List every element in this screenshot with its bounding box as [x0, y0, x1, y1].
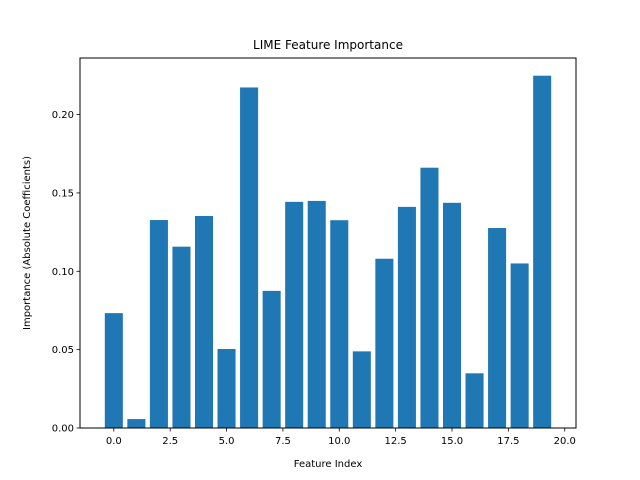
bar-feature-8 [285, 201, 304, 428]
bar-feature-5 [217, 349, 236, 428]
y-tick-label: 0.20 [52, 110, 74, 121]
bar-feature-4 [194, 215, 214, 428]
y-tick-label: 0.15 [52, 188, 74, 199]
bar-feature-18 [510, 263, 529, 428]
bar-feature-19 [533, 75, 552, 429]
y-axis-label: Importance (Absolute Coefficients) [22, 156, 33, 330]
bar-feature-1 [127, 419, 146, 428]
x-tick-label: 5.0 [219, 436, 235, 447]
x-axis-label: Feature Index [294, 459, 363, 470]
bar-feature-13 [397, 206, 416, 428]
x-tick-label: 2.5 [162, 436, 178, 447]
bar-feature-3 [172, 246, 191, 428]
bar-feature-17 [488, 228, 507, 428]
y-tick-label: 0.10 [52, 267, 74, 278]
x-tick-label: 7.5 [275, 436, 291, 447]
bar-group [104, 75, 552, 429]
chart-title: LIME Feature Importance [253, 38, 403, 52]
bar-feature-14 [420, 167, 439, 428]
plot-frame [79, 57, 577, 429]
x-axis-ticks: 0.0 2.5 5.0 7.5 10.0 12.5 15.0 17.5 20.0 [106, 428, 576, 447]
bar-feature-7 [262, 290, 281, 428]
bar-feature-0 [104, 313, 123, 428]
y-tick-label: 0.05 [52, 345, 74, 356]
x-tick-label: 0.0 [106, 436, 122, 447]
x-tick-label: 15.0 [441, 436, 463, 447]
bar-feature-11 [352, 351, 371, 428]
bar-feature-6 [240, 87, 259, 429]
bar-feature-2 [149, 220, 168, 428]
x-tick-label: 20.0 [554, 436, 576, 447]
x-tick-label: 10.0 [328, 436, 350, 447]
bar-feature-9 [307, 200, 326, 428]
bar-feature-16 [465, 373, 484, 428]
x-tick-label: 17.5 [497, 436, 519, 447]
x-tick-label: 12.5 [385, 436, 407, 447]
y-tick-label: 0.00 [52, 424, 74, 435]
bar-feature-15 [442, 202, 462, 428]
bar-feature-12 [375, 258, 394, 428]
bar-feature-10 [330, 220, 349, 428]
y-axis-ticks: 0.00 0.05 0.10 0.15 0.20 [52, 110, 80, 435]
